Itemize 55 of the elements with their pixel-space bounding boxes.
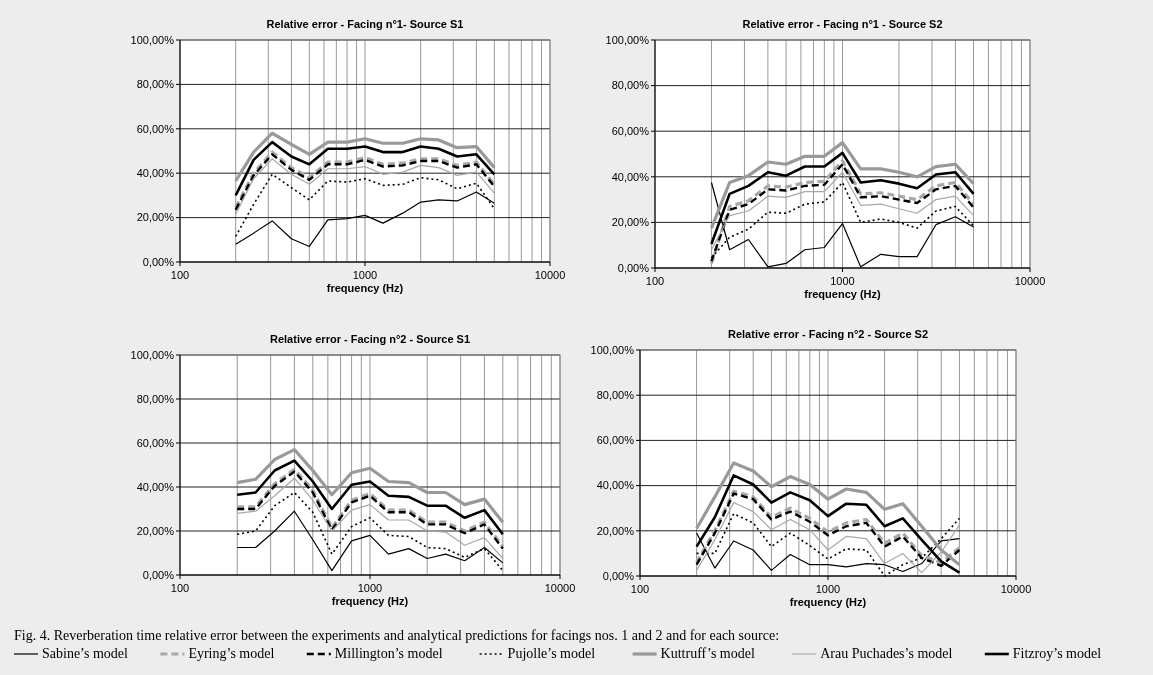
legend-label: Sabine’s model xyxy=(42,646,129,661)
y-tick-label: 0,00% xyxy=(142,568,175,581)
x-axis-title: frequency (Hz) xyxy=(789,596,867,608)
x-tick-label: 10000 xyxy=(544,582,576,594)
chart-title: Relative error - Facing n°1- Source S1 xyxy=(266,18,464,30)
y-tick-label: 100,00% xyxy=(130,348,175,361)
y-tick-label: 40,00% xyxy=(596,479,635,492)
legend-label: Kuttruff’s model xyxy=(660,646,755,661)
y-tick-label: 60,00% xyxy=(136,122,175,135)
y-tick-label: 20,00% xyxy=(596,524,635,537)
y-tick-label: 0,00% xyxy=(602,569,635,582)
y-tick-label: 80,00% xyxy=(136,78,175,91)
x-tick-label: 1000 xyxy=(352,269,378,281)
y-tick-label: 20,00% xyxy=(611,216,650,229)
x-tick-label: 10000 xyxy=(1014,275,1046,287)
chart-title: Relative error - Facing n°2 - Source S1 xyxy=(269,333,471,345)
y-tick-label: 100,00% xyxy=(130,33,175,46)
y-tick-label: 60,00% xyxy=(136,436,175,449)
line-series xyxy=(235,459,505,536)
y-tick-label: 80,00% xyxy=(596,389,635,402)
legend-label: Fitzroy’s model xyxy=(1012,646,1102,661)
x-tick-label: 1000 xyxy=(830,275,855,287)
y-tick-label: 40,00% xyxy=(136,167,175,180)
x-tick-label: 100 xyxy=(170,582,190,594)
legend-label: Millington’s model xyxy=(334,646,443,661)
x-tick-label: 100 xyxy=(645,275,665,287)
y-tick-label: 20,00% xyxy=(136,524,175,537)
y-tick-label: 40,00% xyxy=(611,170,650,183)
y-tick-label: 0,00% xyxy=(617,261,650,274)
caption: Fig. 4. Reverberation time relative error between the experiments and analytical predictions for facings nos. 1 and 2 and for each source: xyxy=(14,628,780,643)
x-axis-title: frequency (Hz) xyxy=(331,595,409,607)
x-tick-label: 1000 xyxy=(357,582,383,594)
x-tick-label: 1000 xyxy=(815,583,841,595)
x-tick-label: 10000 xyxy=(1000,583,1032,595)
y-tick-label: 60,00% xyxy=(611,125,650,138)
chart-title: Relative error - Facing n°1 - Source S2 xyxy=(742,18,943,30)
legend-label: Arau Puchades’s model xyxy=(820,646,953,661)
y-tick-label: 0,00% xyxy=(142,255,175,268)
y-tick-label: 80,00% xyxy=(611,79,650,92)
chart-title: Relative error - Facing n°2 - Source S2 xyxy=(727,328,929,340)
y-tick-label: 20,00% xyxy=(136,211,175,224)
y-tick-label: 80,00% xyxy=(136,392,175,405)
legend-label: Eyring’s model xyxy=(188,646,275,661)
y-tick-label: 100,00% xyxy=(605,33,650,46)
x-axis-title: frequency (Hz) xyxy=(804,288,882,300)
line-series xyxy=(234,140,496,197)
y-tick-label: 40,00% xyxy=(136,480,175,493)
y-tick-label: 60,00% xyxy=(596,434,635,447)
x-tick-label: 100 xyxy=(630,583,650,595)
line-series xyxy=(236,491,504,572)
x-tick-label: 100 xyxy=(170,269,190,281)
legend-label: Pujolle’s model xyxy=(507,646,596,661)
x-tick-label: 10000 xyxy=(534,269,566,281)
x-axis-title: frequency (Hz) xyxy=(326,282,404,294)
y-tick-label: 100,00% xyxy=(590,343,635,356)
